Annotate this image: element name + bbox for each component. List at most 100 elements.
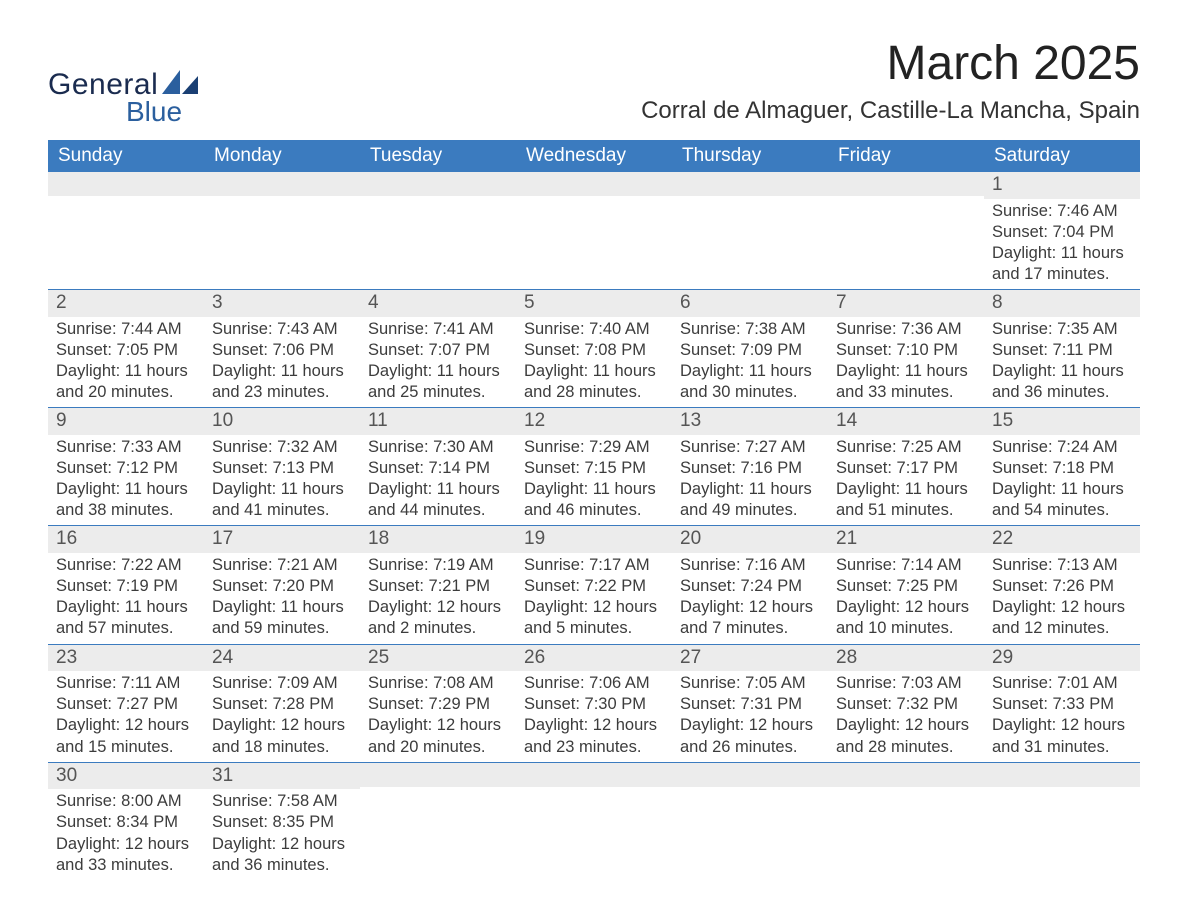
day-details <box>828 787 984 869</box>
calendar-day-cell: 19Sunrise: 7:17 AMSunset: 7:22 PMDayligh… <box>516 526 672 644</box>
day-number <box>204 172 360 196</box>
day-number <box>360 172 516 196</box>
day-number: 30 <box>48 763 204 790</box>
calendar-day-cell: 5Sunrise: 7:40 AMSunset: 7:08 PMDaylight… <box>516 290 672 408</box>
calendar-day-cell: 1Sunrise: 7:46 AMSunset: 7:04 PMDaylight… <box>984 172 1140 290</box>
day-details: Sunrise: 7:46 AMSunset: 7:04 PMDaylight:… <box>984 199 1140 289</box>
day-details: Sunrise: 7:24 AMSunset: 7:18 PMDaylight:… <box>984 435 1140 525</box>
day-number: 22 <box>984 526 1140 553</box>
day-number: 1 <box>984 172 1140 199</box>
day-number <box>984 763 1140 787</box>
weekday-header: Wednesday <box>516 140 672 172</box>
calendar-day-cell <box>48 172 204 290</box>
day-details: Sunrise: 7:13 AMSunset: 7:26 PMDaylight:… <box>984 553 1140 643</box>
calendar-table: Sunday Monday Tuesday Wednesday Thursday… <box>48 140 1140 880</box>
calendar-week-row: 16Sunrise: 7:22 AMSunset: 7:19 PMDayligh… <box>48 526 1140 644</box>
day-number: 16 <box>48 526 204 553</box>
weekday-header: Tuesday <box>360 140 516 172</box>
day-number: 28 <box>828 645 984 672</box>
day-number <box>516 763 672 787</box>
day-details: Sunrise: 7:09 AMSunset: 7:28 PMDaylight:… <box>204 671 360 761</box>
day-details <box>204 196 360 278</box>
day-details: Sunrise: 7:29 AMSunset: 7:15 PMDaylight:… <box>516 435 672 525</box>
calendar-day-cell: 25Sunrise: 7:08 AMSunset: 7:29 PMDayligh… <box>360 644 516 762</box>
day-details: Sunrise: 7:11 AMSunset: 7:27 PMDaylight:… <box>48 671 204 761</box>
calendar-day-cell: 13Sunrise: 7:27 AMSunset: 7:16 PMDayligh… <box>672 408 828 526</box>
calendar-day-cell: 26Sunrise: 7:06 AMSunset: 7:30 PMDayligh… <box>516 644 672 762</box>
weekday-header-row: Sunday Monday Tuesday Wednesday Thursday… <box>48 140 1140 172</box>
day-details: Sunrise: 7:36 AMSunset: 7:10 PMDaylight:… <box>828 317 984 407</box>
calendar-day-cell: 4Sunrise: 7:41 AMSunset: 7:07 PMDaylight… <box>360 290 516 408</box>
day-details: Sunrise: 7:08 AMSunset: 7:29 PMDaylight:… <box>360 671 516 761</box>
calendar-day-cell: 9Sunrise: 7:33 AMSunset: 7:12 PMDaylight… <box>48 408 204 526</box>
day-number <box>516 172 672 196</box>
day-number: 25 <box>360 645 516 672</box>
day-details <box>516 787 672 869</box>
day-details: Sunrise: 7:44 AMSunset: 7:05 PMDaylight:… <box>48 317 204 407</box>
calendar-day-cell <box>672 762 828 880</box>
day-details: Sunrise: 7:14 AMSunset: 7:25 PMDaylight:… <box>828 553 984 643</box>
calendar-week-row: 9Sunrise: 7:33 AMSunset: 7:12 PMDaylight… <box>48 408 1140 526</box>
weekday-header: Monday <box>204 140 360 172</box>
day-details: Sunrise: 7:22 AMSunset: 7:19 PMDaylight:… <box>48 553 204 643</box>
day-details: Sunrise: 7:38 AMSunset: 7:09 PMDaylight:… <box>672 317 828 407</box>
calendar-day-cell <box>516 762 672 880</box>
day-details: Sunrise: 7:03 AMSunset: 7:32 PMDaylight:… <box>828 671 984 761</box>
calendar-day-cell: 17Sunrise: 7:21 AMSunset: 7:20 PMDayligh… <box>204 526 360 644</box>
title-block: March 2025 Corral de Almaguer, Castille-… <box>641 36 1140 125</box>
brand-logo: General Blue <box>48 70 198 126</box>
month-title: March 2025 <box>641 36 1140 91</box>
day-number: 23 <box>48 645 204 672</box>
day-details <box>360 787 516 869</box>
day-number: 27 <box>672 645 828 672</box>
day-details: Sunrise: 7:06 AMSunset: 7:30 PMDaylight:… <box>516 671 672 761</box>
day-number: 17 <box>204 526 360 553</box>
day-number: 6 <box>672 290 828 317</box>
calendar-day-cell: 12Sunrise: 7:29 AMSunset: 7:15 PMDayligh… <box>516 408 672 526</box>
day-details: Sunrise: 7:27 AMSunset: 7:16 PMDaylight:… <box>672 435 828 525</box>
day-details: Sunrise: 7:41 AMSunset: 7:07 PMDaylight:… <box>360 317 516 407</box>
day-details: Sunrise: 7:43 AMSunset: 7:06 PMDaylight:… <box>204 317 360 407</box>
calendar-page: General Blue March 2025 Corral de Almagu… <box>0 0 1188 920</box>
logo-text-2: Blue <box>48 98 198 126</box>
calendar-day-cell <box>360 762 516 880</box>
day-details: Sunrise: 8:00 AMSunset: 8:34 PMDaylight:… <box>48 789 204 879</box>
day-number: 4 <box>360 290 516 317</box>
day-number: 24 <box>204 645 360 672</box>
calendar-week-row: 1Sunrise: 7:46 AMSunset: 7:04 PMDaylight… <box>48 172 1140 290</box>
weekday-header: Thursday <box>672 140 828 172</box>
calendar-day-cell: 27Sunrise: 7:05 AMSunset: 7:31 PMDayligh… <box>672 644 828 762</box>
day-number: 20 <box>672 526 828 553</box>
day-number: 15 <box>984 408 1140 435</box>
topbar: General Blue March 2025 Corral de Almagu… <box>48 36 1140 126</box>
day-number: 14 <box>828 408 984 435</box>
location-subtitle: Corral de Almaguer, Castille-La Mancha, … <box>641 97 1140 125</box>
day-details: Sunrise: 7:25 AMSunset: 7:17 PMDaylight:… <box>828 435 984 525</box>
day-details: Sunrise: 7:17 AMSunset: 7:22 PMDaylight:… <box>516 553 672 643</box>
day-details: Sunrise: 7:40 AMSunset: 7:08 PMDaylight:… <box>516 317 672 407</box>
day-number: 29 <box>984 645 1140 672</box>
day-number: 2 <box>48 290 204 317</box>
day-details <box>984 787 1140 869</box>
day-details: Sunrise: 7:05 AMSunset: 7:31 PMDaylight:… <box>672 671 828 761</box>
day-number <box>828 172 984 196</box>
calendar-day-cell: 11Sunrise: 7:30 AMSunset: 7:14 PMDayligh… <box>360 408 516 526</box>
day-number <box>48 172 204 196</box>
day-details <box>828 196 984 278</box>
day-details: Sunrise: 7:16 AMSunset: 7:24 PMDaylight:… <box>672 553 828 643</box>
day-details <box>48 196 204 278</box>
calendar-day-cell: 16Sunrise: 7:22 AMSunset: 7:19 PMDayligh… <box>48 526 204 644</box>
calendar-day-cell: 23Sunrise: 7:11 AMSunset: 7:27 PMDayligh… <box>48 644 204 762</box>
day-number <box>828 763 984 787</box>
calendar-day-cell: 20Sunrise: 7:16 AMSunset: 7:24 PMDayligh… <box>672 526 828 644</box>
calendar-day-cell: 24Sunrise: 7:09 AMSunset: 7:28 PMDayligh… <box>204 644 360 762</box>
calendar-day-cell <box>204 172 360 290</box>
calendar-day-cell <box>360 172 516 290</box>
calendar-day-cell: 30Sunrise: 8:00 AMSunset: 8:34 PMDayligh… <box>48 762 204 880</box>
weekday-header: Sunday <box>48 140 204 172</box>
day-details: Sunrise: 7:32 AMSunset: 7:13 PMDaylight:… <box>204 435 360 525</box>
calendar-day-cell: 7Sunrise: 7:36 AMSunset: 7:10 PMDaylight… <box>828 290 984 408</box>
calendar-day-cell <box>516 172 672 290</box>
day-details <box>672 787 828 869</box>
day-details: Sunrise: 7:30 AMSunset: 7:14 PMDaylight:… <box>360 435 516 525</box>
